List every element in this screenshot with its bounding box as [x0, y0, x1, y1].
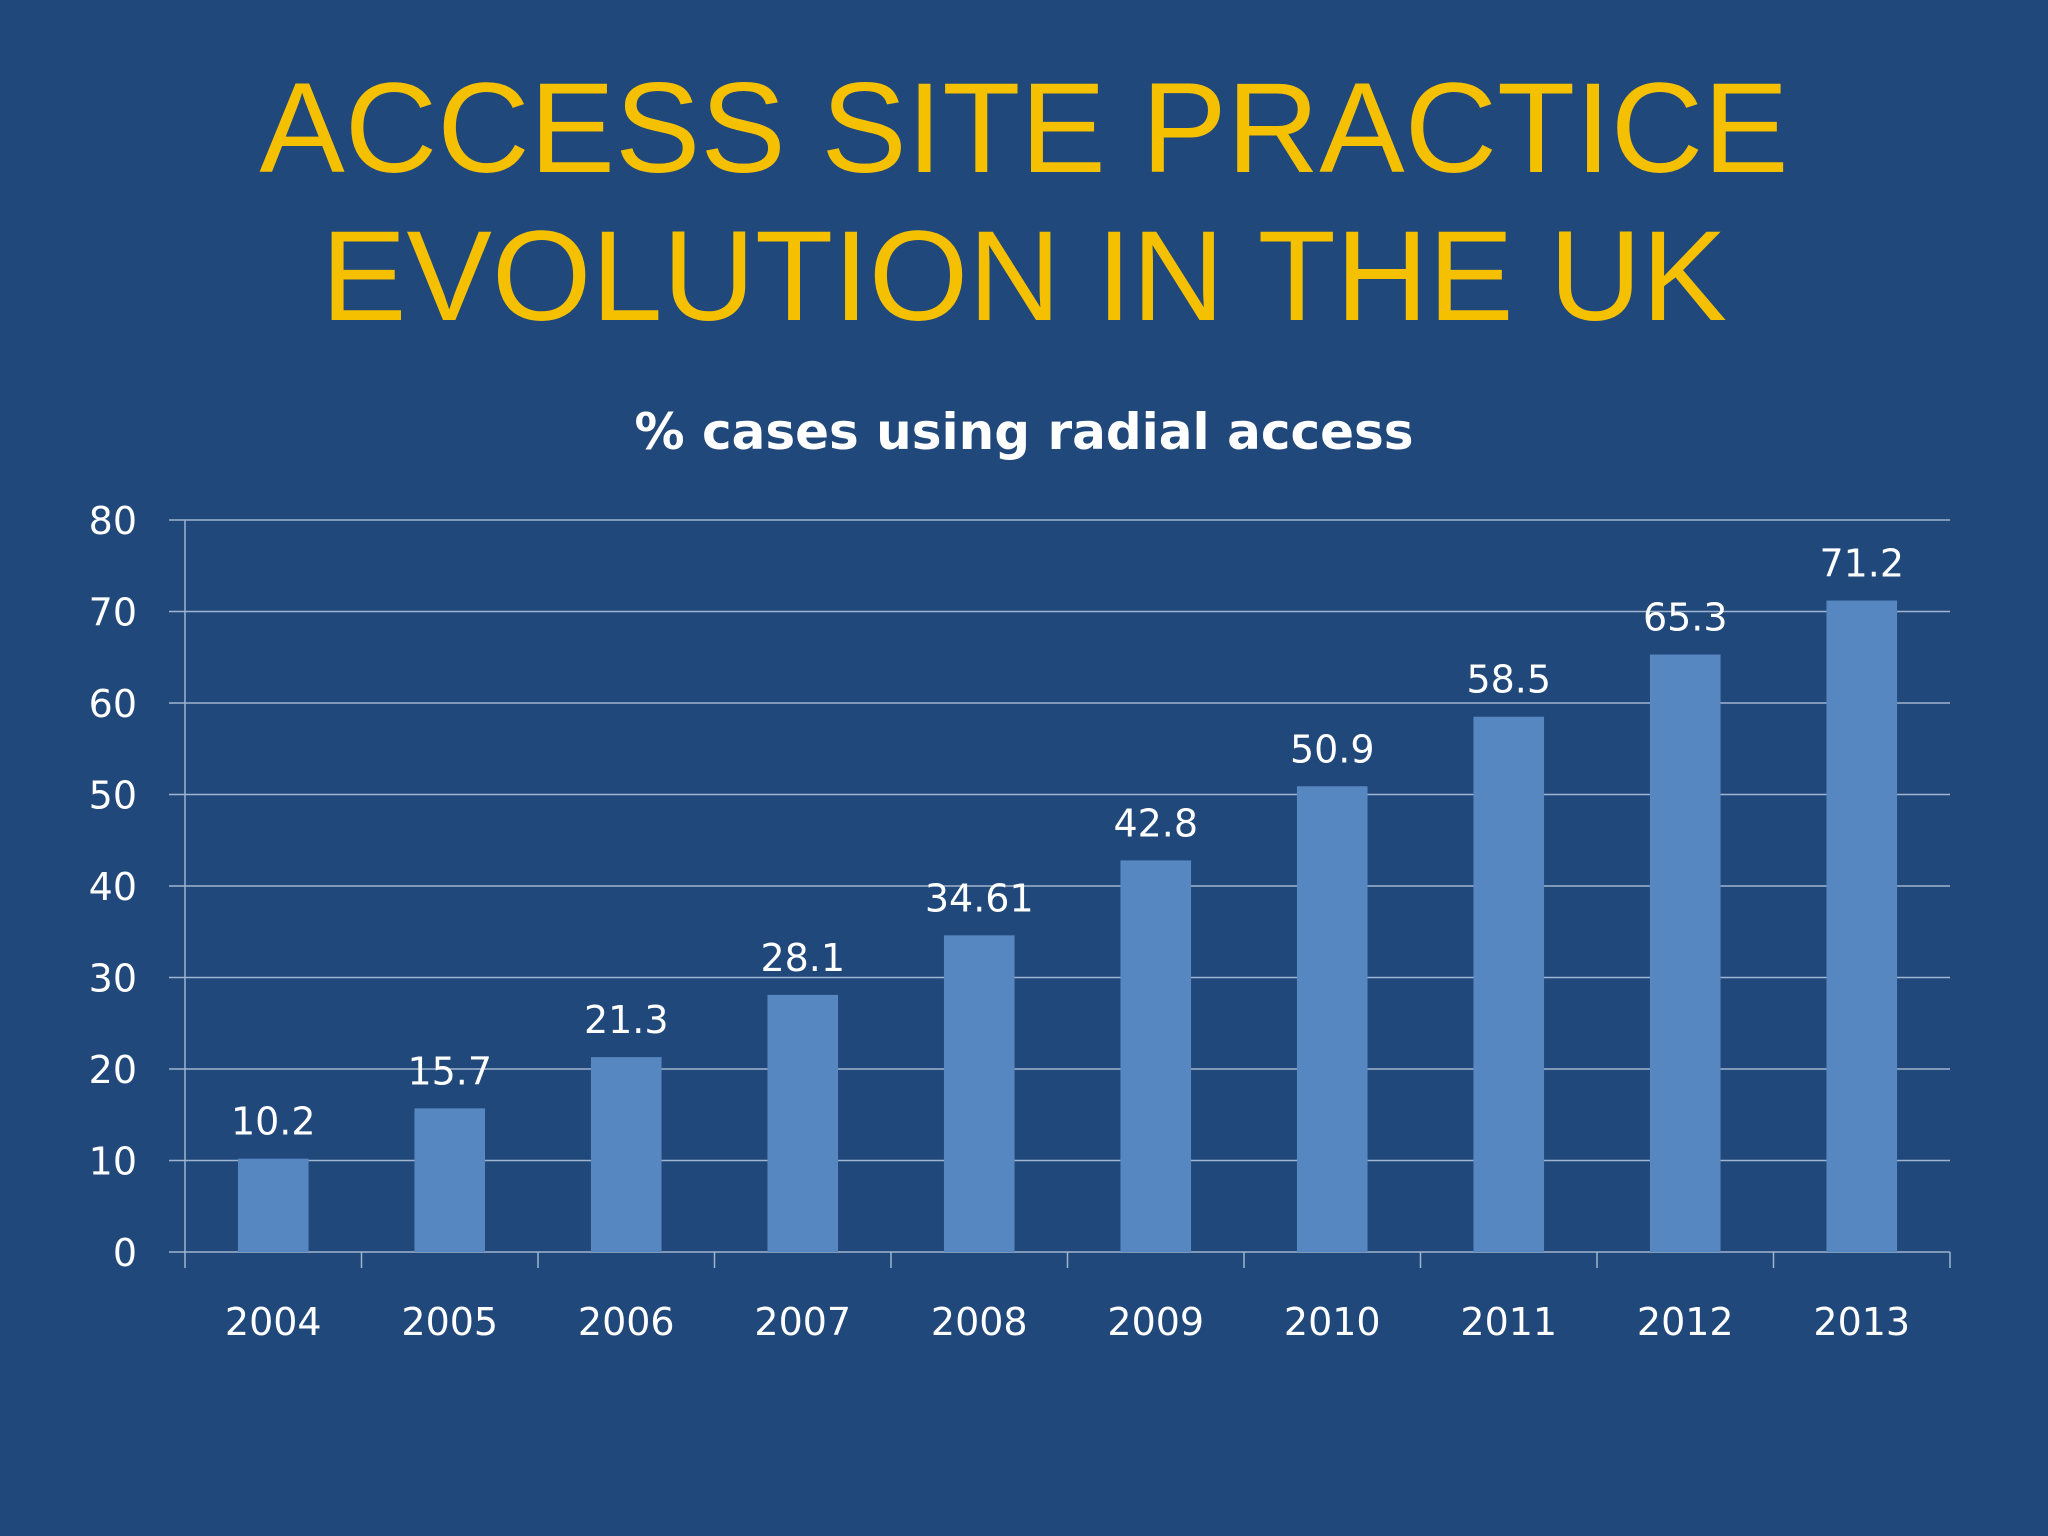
x-tick-label: 2013 — [1813, 1300, 1910, 1344]
bar-2008 — [943, 935, 1015, 1252]
bars — [237, 600, 1898, 1252]
gridlines — [185, 519, 1950, 1162]
bar-2013 — [1826, 600, 1898, 1252]
data-label-2009: 42.8 — [1113, 801, 1198, 845]
bar-2006 — [590, 1057, 662, 1252]
bar-2010 — [1296, 786, 1368, 1252]
data-label-2010: 50.9 — [1290, 727, 1375, 771]
x-tick-label: 2012 — [1637, 1300, 1734, 1344]
slide-title: ACCESS SITE PRACTICE EVOLUTION IN THE UK — [0, 55, 2048, 351]
data-labels: 10.2 15.7 21.3 28.1 34.61 42.8 50.9 58.5 65.3 71.… — [231, 542, 1904, 1144]
y-tick-label: 0 — [113, 1231, 137, 1275]
y-tick-label: 50 — [89, 774, 137, 818]
bar-2005 — [414, 1108, 486, 1252]
bar-2004 — [237, 1158, 309, 1252]
x-tick-label: 2005 — [401, 1300, 498, 1344]
y-tick-label: 30 — [89, 957, 137, 1001]
bar-2007 — [767, 994, 839, 1252]
slide-title-line-2: EVOLUTION IN THE UK — [321, 205, 1727, 348]
y-tick-label: 20 — [89, 1048, 137, 1092]
x-tick-label: 2009 — [1107, 1300, 1204, 1344]
y-tick-label: 40 — [89, 865, 137, 909]
bar-2011 — [1473, 716, 1545, 1252]
x-tick-label: 2007 — [754, 1300, 851, 1344]
chart-title: % cases using radial access — [634, 403, 1413, 461]
y-tick-label: 60 — [89, 682, 137, 726]
x-tick-label: 2006 — [578, 1300, 675, 1344]
bar-2012 — [1649, 654, 1721, 1252]
y-tick-label: 70 — [89, 591, 137, 635]
data-label-2012: 65.3 — [1643, 596, 1728, 640]
axes: 0 10 20 30 40 50 60 70 80 2004 2005 2006 2007 2008 200… — [89, 499, 1951, 1344]
data-label-2007: 28.1 — [760, 936, 845, 980]
data-label-2008: 34.61 — [925, 876, 1034, 920]
slide-title-line-1: ACCESS SITE PRACTICE — [259, 57, 1789, 200]
bar-2009 — [1120, 860, 1192, 1252]
bar-chart: % cases using radial access 0 10 20 30 40 50 6… — [89, 403, 1951, 1344]
data-label-2004: 10.2 — [231, 1100, 316, 1144]
data-label-2011: 58.5 — [1466, 658, 1551, 702]
x-tick-label: 2011 — [1460, 1300, 1557, 1344]
y-tick-label: 10 — [89, 1140, 137, 1184]
x-tick-label: 2010 — [1284, 1300, 1381, 1344]
y-tick-label: 80 — [89, 499, 137, 543]
data-label-2006: 21.3 — [584, 998, 669, 1042]
data-label-2013: 71.2 — [1819, 542, 1904, 586]
data-label-2005: 15.7 — [407, 1049, 492, 1093]
x-tick-label: 2008 — [931, 1300, 1028, 1344]
x-tick-label: 2004 — [225, 1300, 322, 1344]
